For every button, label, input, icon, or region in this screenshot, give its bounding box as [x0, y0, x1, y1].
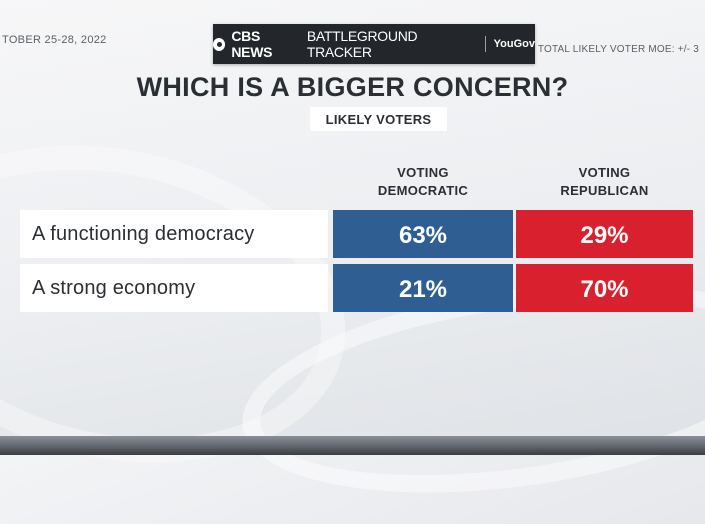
brand-partner: YouGov	[493, 38, 535, 50]
poll-date: TOBER 25-28, 2022	[2, 34, 107, 46]
value-cell-democratic	[333, 264, 513, 312]
value-cell-republican	[516, 210, 693, 258]
column-header-line: DEMOCRATIC	[377, 183, 469, 198]
row-label-strong-economy: A strong economy	[20, 264, 328, 312]
row-label-functioning-democracy: A functioning democracy	[20, 210, 328, 258]
column-header-line: VOTING	[578, 165, 631, 180]
value-cell-democratic	[333, 210, 513, 258]
chart-subtitle: LIKELY VOTERS	[310, 107, 447, 131]
value-label-democratic: 21%	[399, 276, 447, 303]
results-table: 63% 29% 21% 70%	[333, 210, 693, 312]
column-header-line: VOTING	[397, 165, 449, 180]
brand-divider	[484, 36, 486, 52]
value-label-democratic: 63%	[399, 222, 447, 249]
value-label-republican: 29%	[580, 222, 628, 249]
brand-tracker: BATTLEGROUND TRACKER	[306, 28, 418, 60]
value-label-republican: 70%	[580, 276, 628, 303]
chart-title: WHICH IS A BIGGER CONCERN?	[136, 72, 569, 102]
brand-banner: CBS NEWS BATTLEGROUND TRACKER YouGov	[213, 24, 535, 64]
column-header-democratic: VOTING DEMOCRATIC	[333, 164, 513, 200]
column-header-republican: VOTING REPUBLICAN	[516, 164, 693, 200]
bottom-band	[0, 436, 705, 455]
value-cell-republican	[516, 264, 693, 312]
margin-of-error: TOTAL LIKELY VOTER MOE: +/- 3	[537, 44, 699, 55]
brand-name: CBS NEWS	[231, 28, 273, 60]
cbs-eye-icon	[213, 37, 226, 51]
column-header-line: REPUBLICAN	[560, 183, 649, 198]
